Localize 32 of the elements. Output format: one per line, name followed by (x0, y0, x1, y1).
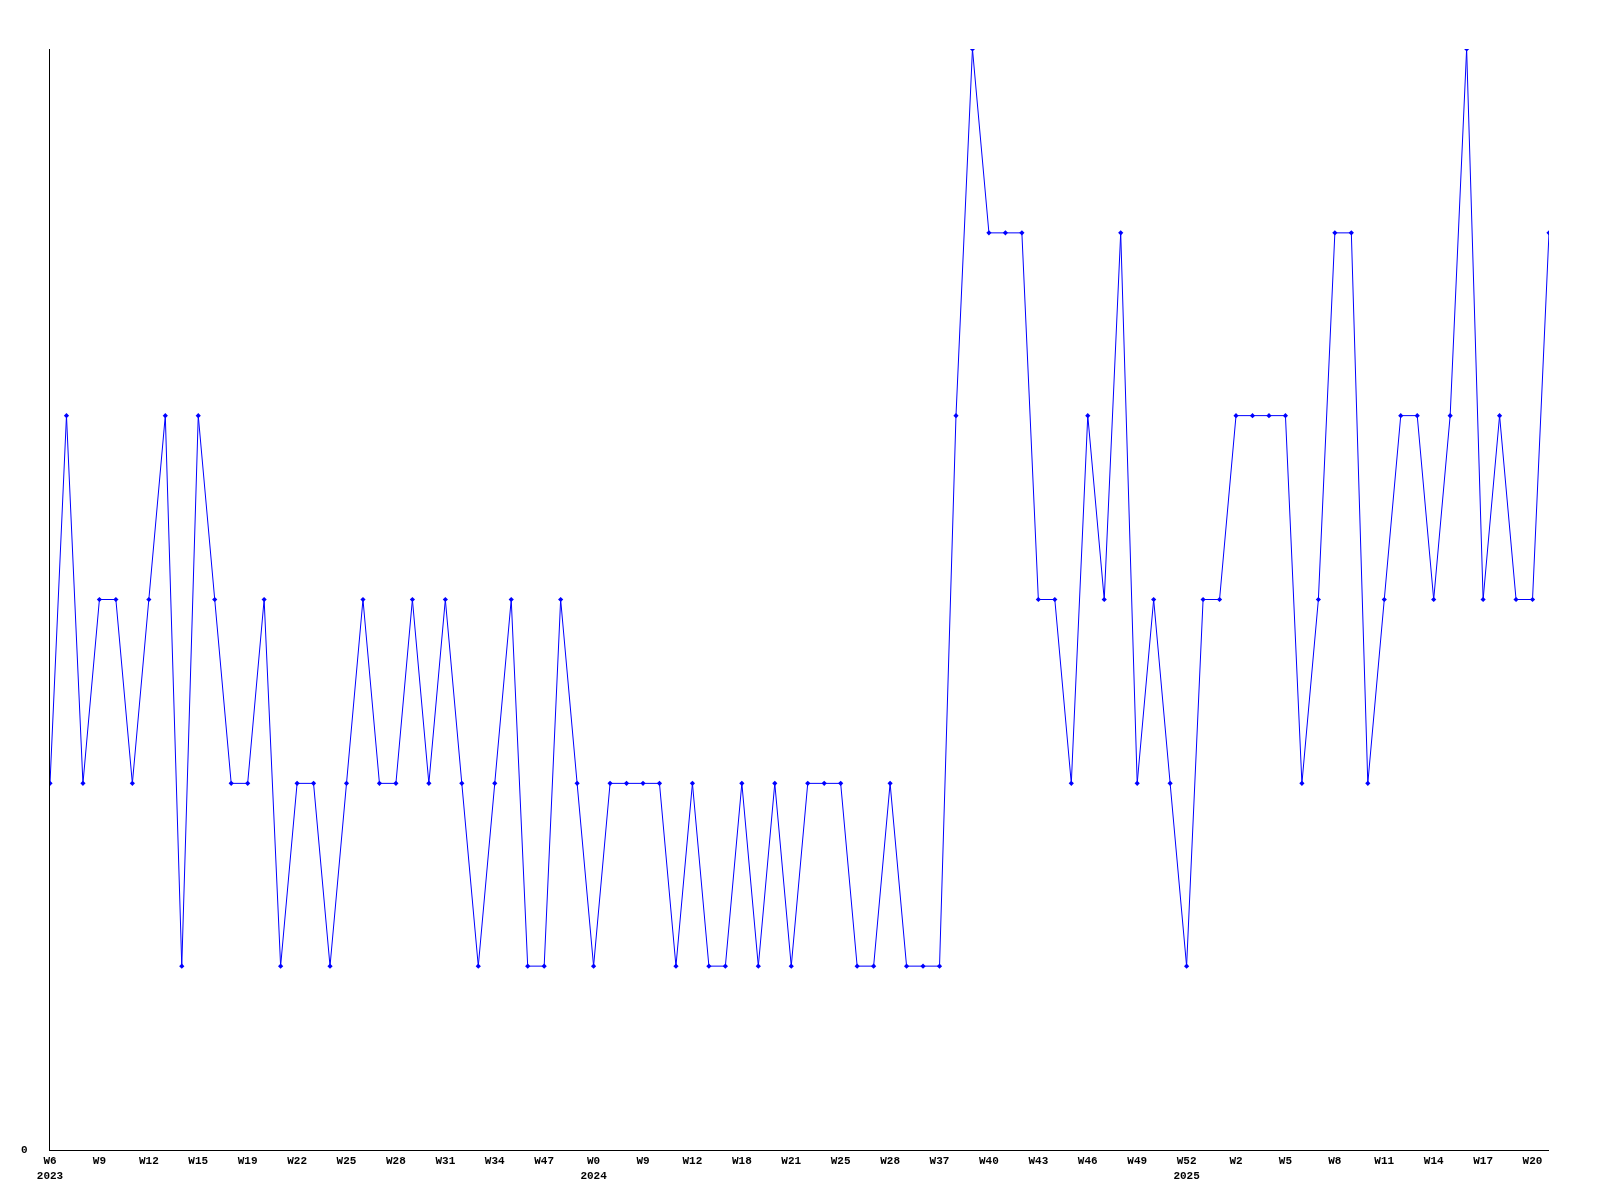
x-tick-label: W22 (287, 1155, 307, 1168)
x-tick-label: W25 (830, 1155, 851, 1168)
x-tick-label: W19 (237, 1155, 258, 1168)
x-tick-label: W21 (781, 1155, 802, 1168)
x-tick-label: W37 (929, 1155, 950, 1168)
x-tick-label: W40 (979, 1155, 999, 1168)
x-tick-label: W52 2025 (1173, 1155, 1201, 1182)
x-tick-label: W5 (1278, 1155, 1293, 1168)
x-tick-label: W28 (386, 1155, 407, 1168)
x-tick-label: W6 2023 (36, 1155, 64, 1182)
x-tick-label: W28 (880, 1155, 901, 1168)
x-tick-label: W17 (1473, 1155, 1494, 1168)
x-tick-label: W9 (92, 1155, 107, 1168)
x-tick-label: W49 (1127, 1155, 1148, 1168)
x-tick-label: W34 (484, 1155, 506, 1168)
x-tick-label: W2 (1229, 1155, 1243, 1168)
x-tick-label: W0 2024 (580, 1155, 608, 1182)
x-tick-label: W9 (636, 1155, 650, 1168)
x-tick-label: W11 (1374, 1155, 1395, 1168)
x-tick-label: W25 (336, 1155, 357, 1168)
x-tick-label: W18 (731, 1155, 753, 1168)
x-tick-label: W43 (1028, 1155, 1049, 1168)
x-tick-label: W31 (435, 1155, 456, 1168)
text: 0 (21, 1144, 28, 1156)
x-tick-label: W12 (138, 1155, 159, 1168)
x-tick-label: W20 (1522, 1155, 1543, 1168)
x-tick-label: W8 (1328, 1155, 1342, 1168)
x-tick-label: W15 (188, 1155, 209, 1168)
x-tick-label: W12 (682, 1155, 703, 1168)
x-tick-label: W14 (1423, 1155, 1444, 1168)
x-tick-label: W46 (1077, 1155, 1098, 1168)
x-tick-label: W47 (534, 1155, 555, 1168)
